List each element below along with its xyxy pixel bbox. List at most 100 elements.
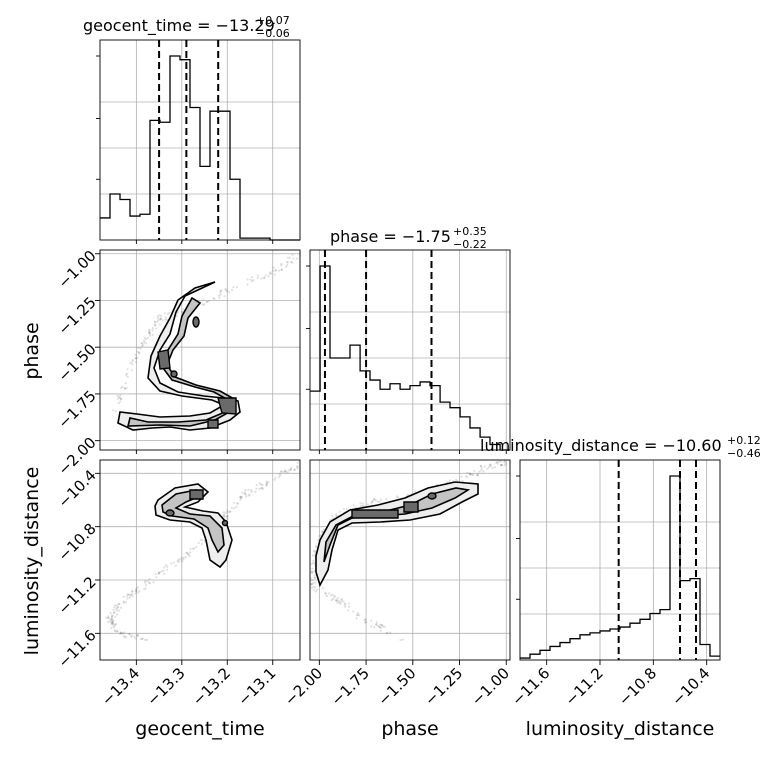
sample-point: [156, 315, 159, 318]
sample-point: [159, 317, 162, 321]
sample-point: [380, 624, 383, 627]
sample-point: [356, 611, 360, 615]
sample-point: [109, 612, 112, 615]
sample-point: [478, 470, 481, 473]
sample-point: [143, 588, 146, 591]
sample-point: [466, 471, 469, 474]
sample-point: [201, 539, 204, 542]
sample-point: [235, 505, 238, 508]
x-tick-label-phase: −1.00: [468, 664, 513, 709]
sample-point: [122, 635, 125, 638]
title-luminosity-distance-median: −10.60: [662, 436, 721, 455]
sample-point: [151, 329, 154, 332]
panel-frame: [519, 459, 721, 661]
sample-point: [373, 626, 376, 629]
sample-point: [248, 493, 251, 496]
sample-point: [145, 342, 148, 345]
sample-point: [312, 585, 315, 588]
sample-point: [148, 332, 151, 335]
sample-point: [182, 558, 185, 561]
sample-point: [491, 466, 494, 469]
sample-point: [113, 611, 116, 614]
sample-point: [372, 498, 375, 501]
sample-point: [107, 620, 110, 623]
sample-point: [177, 558, 180, 561]
sample-point: [247, 494, 250, 497]
sample-point: [117, 401, 120, 405]
sample-point: [473, 469, 476, 472]
sample-point: [256, 274, 259, 277]
sample-point: [116, 397, 120, 400]
contour-geocent-time-phase: [117, 281, 241, 431]
sample-point: [345, 508, 348, 511]
panel-phase-phase: [309, 249, 511, 451]
sample-point: [119, 398, 122, 401]
sample-point: [125, 387, 128, 390]
sample-point: [289, 468, 293, 471]
sample-point: [157, 572, 160, 575]
sample-point: [134, 592, 137, 595]
sample-point: [378, 500, 381, 503]
sample-point: [136, 634, 139, 638]
sample-point: [110, 614, 114, 618]
sample-point: [112, 619, 115, 623]
sample-point: [309, 582, 312, 586]
sample-point: [310, 562, 313, 565]
sample-point: [312, 561, 315, 565]
sample-point: [185, 551, 188, 554]
sample-point: [383, 625, 386, 628]
sample-point: [177, 310, 180, 313]
sample-point: [240, 495, 243, 498]
sample-point: [123, 631, 126, 634]
sample-point: [157, 317, 160, 320]
sample-point: [160, 315, 163, 318]
sample-point: [141, 342, 144, 345]
sample-point: [312, 559, 315, 562]
sample-point: [187, 553, 190, 556]
sample-point: [144, 587, 147, 590]
sample-point: [246, 283, 249, 286]
sample-point: [105, 616, 108, 619]
sample-point: [379, 498, 382, 501]
sample-point: [286, 471, 289, 474]
sample-point: [109, 618, 112, 622]
sample-point: [158, 323, 161, 326]
sample-point: [236, 502, 239, 505]
sample-point: [176, 560, 179, 563]
svg-text:luminosity_distance = −10.60: luminosity_distance = −10.60: [480, 436, 722, 456]
sample-point: [407, 493, 410, 496]
sample-point: [114, 630, 117, 633]
panel-background: [310, 460, 510, 660]
sample-point: [233, 507, 236, 510]
sample-point: [380, 626, 383, 629]
sample-point: [151, 333, 154, 337]
sample-point: [134, 357, 137, 360]
sample-point: [274, 269, 277, 272]
sample-point: [148, 331, 151, 334]
sample-point: [344, 605, 347, 608]
sample-point: [249, 278, 252, 281]
sample-point: [186, 551, 189, 555]
sample-point: [233, 501, 236, 504]
sample-point: [128, 633, 131, 636]
sample-point: [189, 547, 192, 551]
sample-point: [126, 375, 129, 378]
sample-point: [165, 564, 168, 567]
sample-point: [120, 632, 123, 635]
histogram-step-luminosity_distance: [520, 475, 720, 659]
sample-point: [313, 576, 316, 579]
sample-point: [331, 515, 334, 518]
contour-level-outer: [117, 281, 241, 431]
sample-point: [342, 600, 345, 603]
sample-point: [378, 626, 381, 629]
sample-point: [310, 583, 313, 586]
sample-point: [134, 356, 137, 360]
sample-point: [469, 473, 472, 476]
sample-point: [470, 473, 473, 476]
sample-point: [125, 373, 128, 377]
sample-point: [313, 574, 316, 577]
sample-point: [191, 547, 195, 550]
title-phase-median: −1.75: [402, 227, 451, 246]
sample-point: [122, 595, 125, 599]
sample-point: [110, 617, 113, 620]
